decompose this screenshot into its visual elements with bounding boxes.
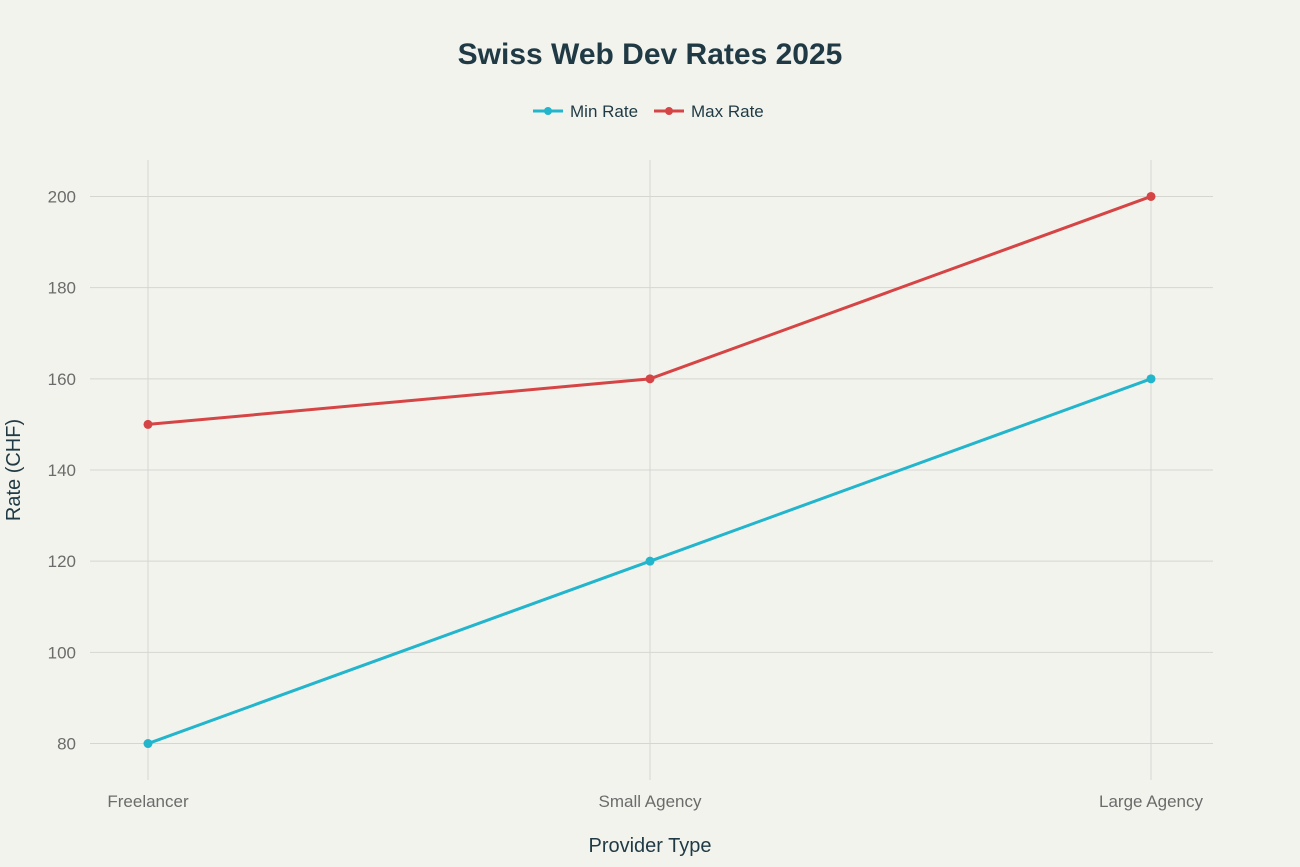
series-layer bbox=[143, 191, 1156, 749]
legend-max-rate-label: Max Rate bbox=[691, 102, 764, 121]
x-tick-label-freelancer: Freelancer bbox=[107, 792, 189, 811]
x-axis-title: Provider Type bbox=[588, 835, 711, 857]
y-tick-label-140: 140 bbox=[48, 461, 76, 480]
vertical-gridlines bbox=[147, 160, 1152, 780]
legend-item-min-rate[interactable]: Min Rate bbox=[533, 102, 638, 121]
y-tick-label-180: 180 bbox=[48, 279, 76, 298]
y-tick-label-200: 200 bbox=[48, 187, 76, 206]
y-tick-label-160: 160 bbox=[48, 370, 76, 389]
x-tick-label-large-agency: Large Agency bbox=[1099, 792, 1203, 811]
data-point-min-rate-large-agency[interactable] bbox=[1146, 374, 1156, 384]
series-max-rate bbox=[143, 191, 1156, 429]
y-axis-ticks: 80 100 120 140 160 180 200 bbox=[48, 187, 76, 753]
legend: Min Rate Max Rate bbox=[533, 102, 764, 121]
data-point-min-rate-small-agency[interactable] bbox=[645, 556, 655, 566]
legend-min-rate-label: Min Rate bbox=[570, 102, 638, 121]
series-min-rate bbox=[143, 374, 1156, 749]
y-tick-label-80: 80 bbox=[57, 735, 76, 754]
data-point-max-rate-large-agency[interactable] bbox=[1146, 191, 1156, 201]
legend-item-max-rate[interactable]: Max Rate bbox=[654, 102, 764, 121]
data-point-max-rate-freelancer[interactable] bbox=[143, 419, 153, 429]
y-tick-label-100: 100 bbox=[48, 643, 76, 662]
legend-max-rate-marker bbox=[665, 107, 673, 115]
y-axis-title: Rate (CHF) bbox=[3, 419, 25, 521]
x-tick-label-small-agency: Small Agency bbox=[599, 792, 702, 811]
legend-min-rate-marker bbox=[544, 107, 552, 115]
y-tick-label-120: 120 bbox=[48, 552, 76, 571]
horizontal-gridlines bbox=[90, 195, 1213, 745]
x-axis-ticks: Freelancer Small Agency Large Agency bbox=[107, 792, 1203, 811]
data-point-min-rate-freelancer[interactable] bbox=[143, 739, 153, 749]
chart-title: Swiss Web Dev Rates 2025 bbox=[458, 38, 843, 71]
data-point-max-rate-small-agency[interactable] bbox=[645, 374, 655, 384]
